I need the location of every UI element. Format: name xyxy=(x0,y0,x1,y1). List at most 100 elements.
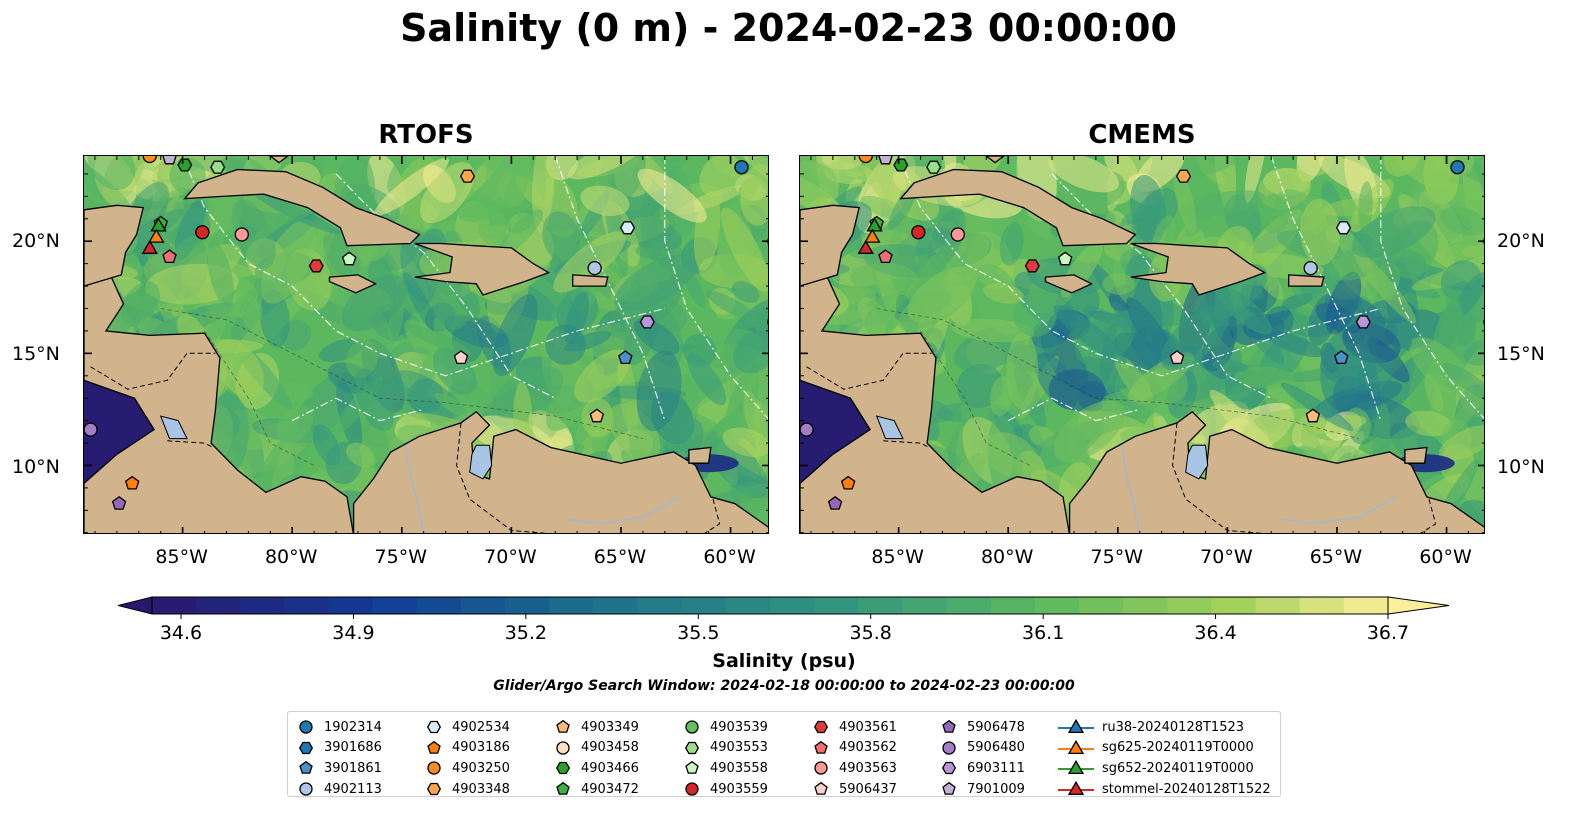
float-marker-sg625-20240119T0000[interactable] xyxy=(864,228,881,243)
float-marker-4903562[interactable] xyxy=(878,249,893,264)
hexagon-marker-icon xyxy=(426,782,442,796)
float-marker-4902113[interactable] xyxy=(1303,260,1318,276)
float-marker-4903563[interactable] xyxy=(234,227,249,242)
float-marker-4903458[interactable] xyxy=(767,315,769,328)
lon-tick-label: 65°W xyxy=(1309,546,1363,568)
legend-item: 1902314 xyxy=(296,717,382,738)
legend-item: 4903559 xyxy=(682,779,768,800)
float-marker-4903250[interactable] xyxy=(858,156,873,164)
float-marker-5906478[interactable] xyxy=(111,495,127,510)
lon-tick-label: 85°W xyxy=(155,546,208,568)
legend-item-label: 4903561 xyxy=(839,719,897,735)
panel-title-rtofs: RTOFS xyxy=(378,120,474,150)
map-panel-rtofs[interactable] xyxy=(83,155,769,534)
legend-item: 5906478 xyxy=(939,717,1025,738)
legend-item-label: 6903111 xyxy=(967,760,1025,776)
legend-item: 4903458 xyxy=(553,738,639,759)
legend-item: 4903186 xyxy=(424,738,510,759)
lon-tick-label: 70°W xyxy=(484,546,537,568)
float-marker-5906437[interactable] xyxy=(453,350,469,365)
legend-item: 4903466 xyxy=(553,758,639,779)
float-marker-4903558[interactable] xyxy=(1057,251,1073,266)
float-marker-5906437[interactable] xyxy=(1169,350,1185,365)
float-marker-4902113[interactable] xyxy=(587,260,602,276)
legend-item: stommel-20240128T1522 xyxy=(1058,779,1271,800)
float-marker-3901861[interactable] xyxy=(618,350,633,365)
legend-item: 3901861 xyxy=(296,758,382,779)
float-marker-sg652-20240119T0000[interactable] xyxy=(150,217,167,232)
float-marker-4903186[interactable] xyxy=(124,475,140,490)
float-marker-4902534[interactable] xyxy=(1335,221,1352,235)
legend-item-label: stommel-20240128T1522 xyxy=(1102,781,1271,797)
float-marker-4903562[interactable] xyxy=(162,249,177,264)
legend-item: 4903539 xyxy=(682,717,768,738)
float-marker-3901861[interactable] xyxy=(1334,350,1349,365)
float-marker-1902314[interactable] xyxy=(1450,160,1465,175)
float-marker-5906480[interactable] xyxy=(800,422,814,437)
float-marker-4903561[interactable] xyxy=(308,259,324,273)
float-marker-4903348[interactable] xyxy=(1175,169,1192,183)
legend-item-label: sg652-20240119T0000 xyxy=(1102,760,1254,776)
float-marker-4903349[interactable] xyxy=(1305,408,1321,423)
colorbar-tick-label: 36.7 xyxy=(1366,622,1410,644)
lat-tick-left: 10°N xyxy=(12,456,60,478)
legend-item: 4903558 xyxy=(682,758,768,779)
float-marker-4903558[interactable] xyxy=(341,251,357,266)
float-marker-6903111[interactable] xyxy=(639,315,655,329)
float-marker-4902534[interactable] xyxy=(619,221,636,235)
float-marker-4903559[interactable] xyxy=(911,225,926,240)
legend-item-label: 3901861 xyxy=(324,760,382,776)
legend-item: 6903111 xyxy=(939,758,1025,779)
float-marker-4903561[interactable] xyxy=(1024,259,1040,273)
float-marker-stommel-20240128T1522[interactable] xyxy=(857,239,874,254)
legend-item: 4902113 xyxy=(296,779,382,800)
legend-item-label: 4903563 xyxy=(839,760,897,776)
pentagon-marker-icon xyxy=(942,781,956,795)
float-marker-sg625-20240119T0000[interactable] xyxy=(148,228,165,243)
lon-tick-label: 80°W xyxy=(980,546,1034,568)
figure-title: Salinity (0 m) - 2024-02-23 00:00:00 xyxy=(400,6,1177,50)
float-marker-4903348[interactable] xyxy=(459,169,476,183)
legend-item-label: 4903539 xyxy=(710,719,768,735)
float-marker-4903250[interactable] xyxy=(142,156,157,164)
float-marker-4903349[interactable] xyxy=(589,408,605,423)
float-marker-4903553[interactable] xyxy=(926,160,942,174)
float-marker-stommel-20240128T1522[interactable] xyxy=(141,239,158,254)
float-marker-1902314[interactable] xyxy=(734,160,749,175)
float-marker-4903559[interactable] xyxy=(195,225,210,240)
colorbar-tick-label: 35.8 xyxy=(849,622,892,644)
float-marker-7901009[interactable] xyxy=(878,156,893,165)
legend-item: 3901686 xyxy=(296,738,382,759)
float-marker-4903563[interactable] xyxy=(950,227,965,242)
hexagon-marker-icon xyxy=(684,741,700,755)
legend-item-label: 4903559 xyxy=(710,781,768,797)
pentagon-marker-icon xyxy=(814,781,828,795)
lat-tick-left: 20°N xyxy=(12,230,60,252)
hexagon-marker-icon xyxy=(813,721,829,734)
float-marker-4903186[interactable] xyxy=(840,475,856,490)
legend-item: 4903553 xyxy=(682,738,768,759)
circle-marker-icon xyxy=(685,782,699,796)
circle-marker-icon xyxy=(685,720,699,734)
pentagon-marker-icon xyxy=(427,740,441,754)
legend-item-label: 3901686 xyxy=(324,740,382,756)
colorbar-tick-label: 34.6 xyxy=(159,622,203,644)
float-marker-4903553[interactable] xyxy=(210,160,226,174)
float-marker-7901009[interactable] xyxy=(162,156,177,165)
map-panel-cmems[interactable] xyxy=(799,155,1485,534)
colorbar xyxy=(117,596,1450,619)
hexagon-marker-icon xyxy=(426,721,442,734)
legend-item-label: 1902314 xyxy=(324,719,382,735)
float-marker-4903466[interactable] xyxy=(177,158,193,172)
float-marker-4903458[interactable] xyxy=(1483,315,1485,328)
legend-item-label: 4903466 xyxy=(581,760,639,776)
lat-tick-right: 20°N xyxy=(1497,230,1545,252)
colorbar-tick-label: 34.9 xyxy=(332,622,375,644)
float-marker-5906478[interactable] xyxy=(827,495,843,510)
float-marker-sg652-20240119T0000[interactable] xyxy=(866,217,883,232)
hexagon-marker-icon xyxy=(941,762,957,775)
float-marker-6903111[interactable] xyxy=(1355,315,1371,329)
float-marker-5906480[interactable] xyxy=(84,422,98,437)
pentagon-marker-icon xyxy=(685,761,699,775)
float-marker-4903466[interactable] xyxy=(893,158,909,172)
